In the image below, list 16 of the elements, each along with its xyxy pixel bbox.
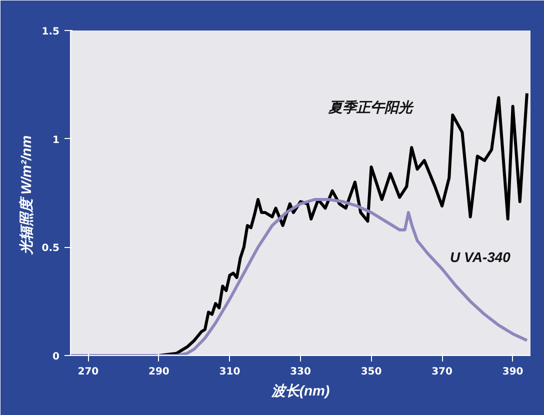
y-tick-label: 0.5 xyxy=(42,243,60,254)
x-axis-title: 波长(nm) xyxy=(270,382,330,398)
text: 夏季正午阳光 xyxy=(328,99,415,115)
series-label: U VA-340 xyxy=(450,248,511,265)
y-tick-label: 0 xyxy=(52,352,60,362)
y-tick-label: 1 xyxy=(52,134,60,146)
x-tick-label: 290 xyxy=(148,366,170,378)
y-axis-title: 光辐照度 W/m²/nm xyxy=(18,135,34,256)
x-tick-label: 310 xyxy=(219,366,240,378)
x-tick-label: 270 xyxy=(78,366,99,378)
y-tick-label: 1.5 xyxy=(42,26,60,38)
x-tick-label: 390 xyxy=(502,366,524,378)
x-tick-label: 370 xyxy=(432,366,453,378)
x-tick-label: 330 xyxy=(290,366,311,378)
x-tick-label: 350 xyxy=(360,366,382,378)
line-series xyxy=(70,198,528,356)
